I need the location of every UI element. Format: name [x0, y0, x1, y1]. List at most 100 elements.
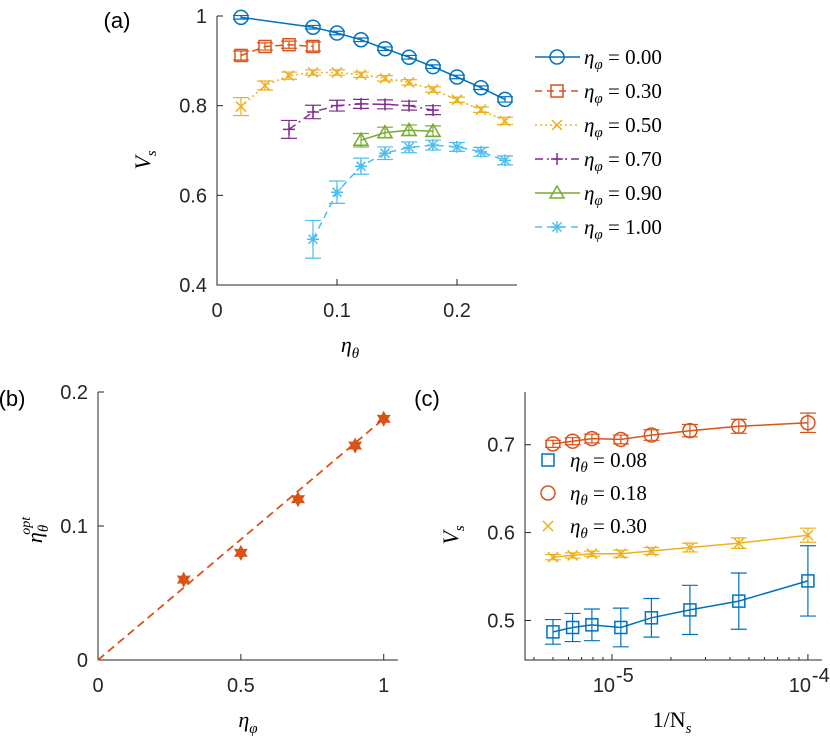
x-tick-label: 1 — [378, 675, 389, 697]
error-bar — [497, 96, 513, 103]
legend-subscript: φ — [594, 125, 602, 141]
error-bar — [329, 30, 345, 36]
data-point — [802, 529, 814, 541]
legend-marker — [549, 49, 565, 65]
data-point — [377, 40, 393, 57]
data-point — [401, 49, 417, 65]
y-axis-label-base: V — [438, 529, 463, 545]
y-axis-label-base: V — [130, 154, 155, 170]
legend-entry: ηθ = 0.30 — [570, 514, 647, 542]
x-tick-label: 0.5 — [227, 675, 255, 697]
y-tick-label: 1 — [196, 6, 207, 28]
legend-symbol: η — [584, 79, 594, 103]
data-point — [427, 104, 439, 117]
data-point — [376, 124, 394, 139]
data-point — [290, 491, 306, 508]
data-point — [586, 548, 598, 560]
error-bar — [681, 584, 698, 636]
data-point — [499, 154, 511, 167]
legend-subscript: φ — [594, 57, 602, 73]
data-point — [233, 544, 248, 561]
data-point — [475, 145, 487, 158]
series-6 — [305, 139, 513, 259]
data-point — [376, 410, 391, 427]
legend-symbol: η — [570, 514, 580, 538]
series-line — [240, 16, 506, 101]
legend-symbol: η — [584, 113, 594, 137]
legend-symbol: η — [570, 448, 580, 472]
legend-entry: ηθ = 0.08 — [570, 448, 647, 476]
data-point — [424, 122, 442, 137]
error-bar — [730, 572, 747, 630]
data-point — [547, 551, 559, 563]
legend-value: = 0.30 — [588, 514, 647, 538]
data-point — [497, 91, 513, 108]
series-3 — [233, 66, 513, 127]
series-line — [360, 129, 434, 141]
x-tick-label: 0 — [211, 300, 222, 322]
data-point — [449, 69, 465, 85]
legend-entry: ηφ = 0.90 — [584, 181, 662, 209]
data-point — [733, 537, 745, 549]
legend-value: = 0.90 — [603, 181, 662, 205]
y-axis-label-sub: s — [452, 525, 468, 531]
fit-line — [97, 418, 385, 661]
data-point — [379, 72, 391, 84]
data-point — [451, 140, 463, 153]
legend-subscript: φ — [594, 91, 602, 107]
y-tick-label: 0.6 — [179, 185, 207, 207]
data-point — [643, 427, 660, 443]
data-point — [473, 79, 489, 96]
data-point — [176, 571, 191, 588]
data-point — [613, 431, 629, 448]
panel-label: (b) — [0, 386, 25, 411]
error-bar — [544, 618, 561, 645]
x-axis-label: ηθ — [341, 332, 360, 362]
data-point — [499, 115, 511, 127]
data-point — [233, 9, 249, 26]
legend-entry: ηφ = 0.50 — [584, 113, 662, 141]
data-point — [283, 123, 295, 136]
data-point — [427, 139, 439, 152]
data-point — [645, 545, 657, 557]
data-point — [427, 83, 439, 96]
data-point — [546, 625, 560, 639]
data-point — [348, 437, 363, 454]
x-tick-label: 10 — [789, 675, 811, 697]
data-point — [355, 160, 367, 173]
y-axis-label-sup: opt — [19, 516, 34, 535]
y-tick-label: 0.6 — [487, 523, 515, 545]
legend-marker — [548, 184, 566, 199]
legend-value: = 0.50 — [603, 113, 662, 137]
series-5 — [352, 121, 442, 148]
legend-value: = 0.00 — [603, 45, 662, 69]
x-axis-label-base: η — [341, 332, 352, 357]
data-point — [567, 549, 579, 561]
legend-symbol: η — [570, 481, 580, 505]
x-axis-label-sub: θ — [352, 346, 360, 362]
y-axis-label: Vs — [438, 525, 468, 544]
legend-subscript: θ — [580, 526, 588, 542]
legend-value: = 0.70 — [603, 147, 662, 171]
data-point — [307, 233, 319, 246]
legend-value: = 1.00 — [603, 215, 662, 239]
data-point — [615, 548, 627, 560]
x-tick-label: 0.1 — [323, 300, 351, 322]
axes-frame — [216, 16, 517, 286]
error-bar — [425, 64, 441, 70]
data-point — [355, 97, 367, 110]
x-axis-label-sub: s — [686, 721, 692, 737]
x-tick-exponent: -4 — [812, 665, 830, 687]
x-axis-label-base: 1/N — [653, 707, 686, 732]
x-tick-label: 0.2 — [443, 300, 471, 322]
data-point — [234, 48, 248, 63]
data-point — [307, 66, 319, 79]
data-point — [379, 98, 391, 111]
x-axis-label: ηφ — [238, 707, 257, 737]
error-bar — [612, 607, 629, 648]
series-2 — [233, 37, 321, 63]
data-point — [331, 99, 343, 112]
error-bar — [583, 608, 600, 642]
legend-marker — [551, 153, 563, 165]
